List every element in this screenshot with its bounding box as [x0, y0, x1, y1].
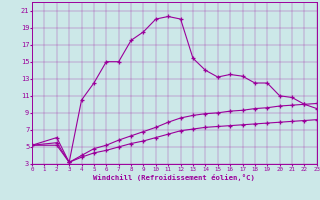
- X-axis label: Windchill (Refroidissement éolien,°C): Windchill (Refroidissement éolien,°C): [93, 174, 255, 181]
